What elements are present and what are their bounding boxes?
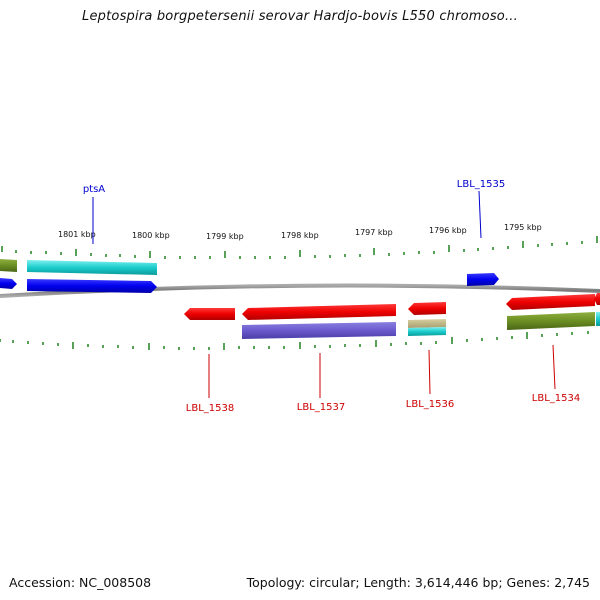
- tick-label: 1800 kbp: [132, 231, 170, 240]
- label-leaders: [92, 190, 556, 398]
- cyan-feature-small[interactable]: [408, 327, 446, 336]
- gene-label-LBL_1535[interactable]: LBL_1535: [457, 179, 505, 190]
- gene-label-ptsA[interactable]: ptsA: [83, 184, 105, 195]
- tick-label: 1801 kbp: [58, 230, 96, 239]
- purple-feature[interactable]: [242, 322, 396, 339]
- genome-summary-text: Topology: circular; Length: 3,614,446 bp…: [246, 575, 590, 590]
- accession-text: Accession: NC_008508: [9, 575, 152, 590]
- tick-label: 1797 kbp: [355, 228, 393, 237]
- gene-arrow-LBL_1536[interactable]: [408, 302, 446, 315]
- olive-feature-right[interactable]: [507, 312, 595, 330]
- upper-tick-ring: [1, 236, 598, 259]
- gene-arrow-LBL_1535[interactable]: [467, 273, 499, 286]
- tick-label: 1796 kbp: [429, 226, 467, 235]
- tan-feature[interactable]: [408, 319, 446, 328]
- cyan-feature[interactable]: [27, 260, 157, 275]
- map-title: Leptospira borgpetersenii serovar Hardjo…: [82, 9, 518, 24]
- gene-label-LBL_1537[interactable]: LBL_1537: [297, 402, 345, 413]
- gene-arrow-red-edge[interactable]: [594, 293, 600, 305]
- gene-label-LBL_1534[interactable]: LBL_1534: [532, 393, 580, 404]
- gene-arrow-ptsA[interactable]: [27, 279, 157, 293]
- gene-label-LBL_1536[interactable]: LBL_1536: [406, 399, 454, 410]
- gene-arrow-blue[interactable]: [0, 278, 17, 289]
- tick-label: 1798 kbp: [281, 231, 319, 240]
- gene-label-LBL_1538[interactable]: LBL_1538: [186, 403, 234, 414]
- tick-label: 1795 kbp: [504, 223, 542, 232]
- lower-tick-ring: [0, 331, 589, 350]
- gene-arrow-LBL_1538[interactable]: [184, 308, 235, 320]
- gene-arrow-LBL_1534[interactable]: [506, 294, 595, 310]
- olive-feature[interactable]: [0, 259, 17, 272]
- gene-arrow-LBL_1537[interactable]: [242, 304, 396, 320]
- cyan-feature-right[interactable]: [596, 312, 600, 326]
- tick-label: 1799 kbp: [206, 232, 244, 241]
